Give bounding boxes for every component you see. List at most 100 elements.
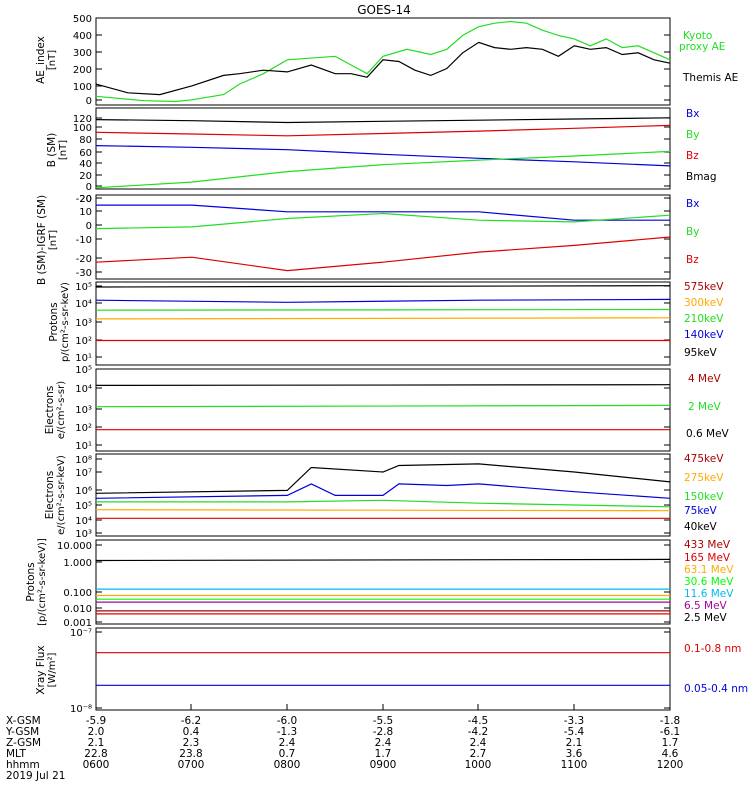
y-tick-label: 60: [79, 148, 92, 159]
series-line-bmag: [95, 117, 671, 124]
x-axis-value: 2.4: [375, 737, 392, 749]
panel-frame: [95, 107, 671, 190]
y-tick-label: 10¹: [75, 441, 92, 452]
y-tick-label: -10: [76, 235, 92, 246]
legend-label: 275keV: [684, 472, 724, 484]
chart-title: GOES-14: [357, 3, 411, 17]
y-axis-unit: e/(cm²-s-sr-keV): [56, 455, 67, 535]
y-tick-label: 80: [79, 135, 92, 146]
y-tick-label: 40: [79, 159, 92, 170]
series-line-bz: [95, 236, 671, 272]
series-line-kyoto-proxy-ae: [95, 20, 671, 103]
panel-frame: [95, 539, 671, 625]
legend-label: 75keV: [684, 505, 718, 517]
x-axis-value: -6.2: [181, 715, 202, 727]
series-line-40kev: [95, 463, 671, 494]
legend-label: Bz: [686, 254, 699, 266]
y-tick-label: 0: [86, 221, 92, 232]
y-tick-label: 10²: [75, 423, 92, 434]
y-axis-label: B (SM): [46, 133, 58, 167]
x-axis-value: 3.6: [566, 748, 583, 760]
panel-6: 10.000 1.000 0.100 0.010 0.001 Protons [p/(cm²…: [25, 538, 734, 629]
y-axis-label: Protons: [25, 562, 37, 601]
y-tick-label: 20: [79, 171, 92, 182]
y-tick-label: 10⁻⁸: [70, 704, 92, 715]
legend-label: 95keV: [684, 347, 718, 359]
y-tick-label: 10⁶: [75, 486, 92, 497]
y-tick-label: 300: [73, 48, 92, 59]
y-tick-label: 10⁷: [75, 468, 92, 479]
x-axis-value: 2.4: [470, 737, 487, 749]
y-tick-label: 10⁴: [75, 299, 92, 310]
y-axis-unit: [nT]: [48, 230, 59, 250]
y-tick-label: 0.100: [63, 588, 92, 599]
legend-label: By: [686, 226, 699, 238]
y-tick-label: 10³: [75, 529, 92, 540]
panel-frame: [95, 194, 671, 280]
x-axis-value: -4.2: [468, 726, 489, 738]
y-axis-unit: p/(cm²-s-sr-keV): [60, 282, 71, 362]
series-line-300kev: [95, 317, 671, 320]
y-tick-label: 0: [86, 96, 92, 107]
legend-label: 40keV: [684, 521, 718, 533]
y-axis-unit: [W/m²]: [47, 652, 58, 687]
y-tick-label: 10³: [75, 318, 92, 329]
legend-label: 140keV: [684, 329, 724, 341]
y-tick-label: -30: [76, 268, 92, 279]
x-axis-value: 0600: [83, 759, 110, 771]
x-axis-value: 2.1: [88, 737, 105, 749]
x-axis-value: 0900: [370, 759, 397, 771]
legend-label: 6.5 MeV: [684, 600, 728, 612]
x-axis-value: 0.4: [183, 726, 200, 738]
x-axis-row-label: hhmm: [6, 759, 40, 771]
y-tick-label: 1.000: [63, 558, 92, 569]
y-tick-label: 10⁴: [75, 384, 92, 395]
y-tick-label: 20: [79, 194, 92, 205]
legend-label: 433 MeV: [684, 539, 731, 551]
x-axis-value: 1000: [465, 759, 492, 771]
series-line-themis-ae: [95, 41, 671, 96]
x-axis-value: 1.7: [375, 748, 392, 760]
panel-3: 10⁵ 10⁴ 10³ 10² 10¹ Protons p/(cm²-s-sr-keV) 57…: [48, 281, 724, 366]
series-line-140kev: [95, 298, 671, 303]
legend-label: Bx: [686, 108, 699, 120]
y-tick-label: 10¹: [75, 353, 92, 364]
y-axis-label: AE_index: [35, 36, 47, 84]
y-tick-label: 100: [73, 123, 92, 134]
y-tick-label: 0.001: [63, 618, 92, 629]
y-tick-label: 10⁵: [75, 365, 92, 376]
legend-label: By: [686, 129, 699, 141]
legend-label: 0.1-0.8 nm: [684, 643, 741, 655]
x-axis-value: -2.8: [373, 726, 394, 738]
legend-label: 11.6 MeV: [684, 588, 734, 600]
y-tick-label: 10⁵: [75, 282, 92, 293]
legend-label: Bmag: [686, 171, 717, 183]
x-axis-value: -6.1: [660, 726, 681, 738]
y-tick-label: 120: [73, 114, 92, 125]
panel-4: 10⁵ 10⁴ 10³ 10² 10¹ Electrons e/(cm²-s-sr) 4 Me…: [44, 365, 730, 452]
y-tick-label: 10³: [75, 405, 92, 416]
x-axis-row-label: Z-GSM: [6, 737, 41, 749]
y-tick-label: 100: [73, 82, 92, 93]
x-axis-value: -5.4: [564, 726, 585, 738]
x-axis-row-label: Y-GSM: [5, 726, 39, 738]
series-line-0-6-mev: [95, 384, 671, 386]
legend-label: 0.05-0.4 nm: [684, 683, 748, 695]
y-tick-label: 0.010: [63, 604, 92, 615]
panel-frame: [95, 368, 671, 452]
legend-label: proxy AE: [679, 41, 725, 53]
x-axis-value: -5.5: [373, 715, 394, 727]
x-axis-value: 2.1: [566, 737, 583, 749]
series-line-2-mev: [95, 404, 671, 408]
y-tick-label: 10⁻⁷: [70, 628, 92, 639]
y-axis-unit: [nT]: [58, 140, 69, 160]
series-line-by: [95, 150, 671, 189]
y-axis-label: B (SM)-IGRF (SM): [36, 195, 48, 285]
series-line-150kev: [96, 499, 671, 508]
legend-label: 2.5 MeV: [684, 612, 728, 624]
y-axis-unit: [p/(cm²-s-sr-keV)]: [37, 538, 48, 626]
y-tick-label: 10⁴: [75, 516, 92, 527]
panel-5: 10⁸ 10⁷ 10⁶ 10⁵ 10⁴ 10³ Electrons e/(cm²-s-sr-k…: [44, 453, 724, 540]
